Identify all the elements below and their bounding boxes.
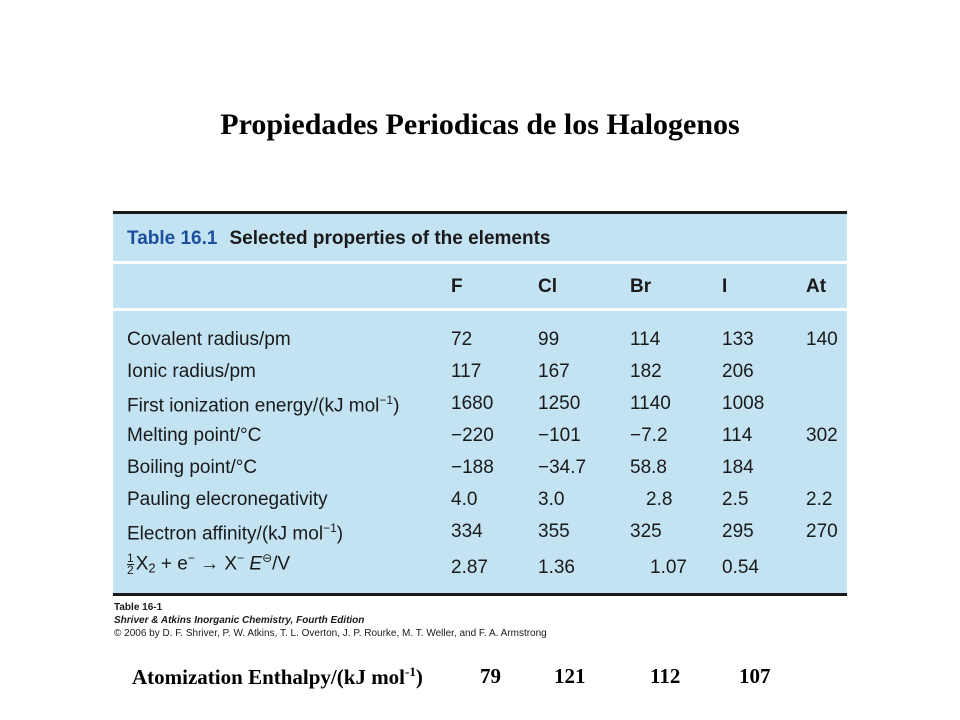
table-cell: 1250 (538, 393, 581, 414)
table-cell: −188 (451, 457, 494, 478)
table-cell: −34.7 (538, 457, 587, 478)
table-cell: 1008 (722, 393, 765, 414)
table-cell: 270 (806, 521, 838, 542)
table-cell: 58.8 (630, 457, 667, 478)
row-label-text-end: ) (393, 395, 400, 417)
table-row: Pauling elecronegativity 4.0 3.0 2.8 2.5… (113, 485, 847, 517)
row-label: Pauling elecronegativity (127, 489, 328, 510)
row-label-text: First ionization energy/(kJ mol (127, 395, 380, 417)
credit-copyright: © 2006 by D. F. Shriver, P. W. Atkins, T… (114, 628, 547, 639)
table-caption-row: Table 16.1 Selected properties of the ele… (113, 214, 847, 264)
properties-table: Table 16.1 Selected properties of the ele… (113, 211, 847, 596)
table-cell: 1.36 (538, 557, 575, 578)
table-cell: 2.5 (722, 489, 749, 510)
table-row: Electron affinity/(kJ mol−1) 334 355 325… (113, 517, 847, 549)
table-cell: 99 (538, 329, 560, 350)
atomization-value-cl: 121 (554, 664, 586, 688)
table-cell: 167 (538, 361, 570, 382)
row-label-sup: −1 (323, 521, 337, 535)
table-cell: 72 (451, 329, 473, 350)
credit-table-number: Table 16-1 (114, 602, 163, 613)
table-cell: −7.2 (630, 425, 668, 446)
table-cell: 184 (722, 457, 754, 478)
table-row: Melting point/°C −220 −101 −7.2 114 302 (113, 421, 847, 453)
header-f: F (451, 276, 463, 297)
atomization-value-f: 79 (480, 664, 501, 688)
atomization-value-br: 112 (650, 664, 681, 688)
table-cell: 2.8 (646, 489, 673, 510)
table-number: Table 16.1 (127, 228, 218, 249)
table-cell: 114 (722, 425, 753, 446)
row-label-text-end: ) (336, 523, 344, 545)
table-cell: 1.07 (650, 557, 687, 578)
table-cell: 1140 (630, 393, 671, 414)
table-cell: 325 (630, 521, 662, 542)
row-label-text: Electron affinity/(kJ mol (127, 523, 324, 545)
table-cell: 133 (722, 329, 754, 350)
atomization-row: Atomization Enthalpy/(kJ mol-1) 79 121 1… (132, 664, 771, 690)
table-cell: 114 (630, 329, 661, 350)
table-cell: 140 (806, 329, 838, 350)
header-at: At (806, 276, 827, 297)
table-row: 1 2 X2 + e− → X− E⊖/V 2.87 1.36 1.07 0.54 (113, 549, 847, 589)
atomization-label: Atomization Enthalpy/(kJ mol-1) (132, 664, 423, 689)
table-cell: 1680 (451, 393, 494, 414)
slide-title: Propiedades Periodicas de los Halogenos (220, 108, 740, 141)
table-caption: Table 16.1 Selected properties of the ele… (127, 228, 550, 250)
table-cell: 302 (806, 425, 838, 446)
table-header-row: F Cl Br I At (113, 264, 847, 311)
table-cell: 355 (538, 521, 570, 542)
atomization-value-i: 107 (739, 664, 771, 688)
credit-book-title: Shriver & Atkins Inorganic Chemistry, Fo… (114, 615, 365, 626)
header-cl: Cl (538, 276, 557, 297)
table-cell: 295 (722, 521, 754, 542)
table-cell: 2.87 (451, 557, 488, 578)
table-cell: 117 (451, 361, 482, 382)
table-cell: 334 (451, 521, 483, 542)
table-row: Covalent radius/pm 72 99 114 133 140 (113, 325, 847, 357)
table-cell: −220 (451, 425, 494, 446)
table-cell: 2.2 (806, 489, 833, 510)
row-label: Electron affinity/(kJ mol−1) (127, 521, 343, 545)
row-label: First ionization energy/(kJ mol−1) (127, 393, 399, 417)
row-label: Ionic radius/pm (127, 361, 256, 382)
table-caption-text: Selected properties of the elements (229, 228, 551, 249)
table-cell: 4.0 (451, 489, 478, 510)
table-cell: −101 (538, 425, 581, 446)
row-label: Covalent radius/pm (127, 329, 291, 350)
table-row: Boiling point/°C −188 −34.7 58.8 184 (113, 453, 847, 485)
table-cell: 0.54 (722, 557, 759, 578)
row-label-sup: −1 (379, 393, 394, 407)
header-i: I (722, 276, 728, 297)
table-row: Ionic radius/pm 117 167 182 206 (113, 357, 847, 389)
header-br: Br (630, 276, 652, 297)
equation-label: 1 2 X2 + e− → X− E⊖/V (127, 550, 291, 577)
table-row: First ionization energy/(kJ mol−1) 1680 … (113, 389, 847, 421)
table-credit: Table 16-1 Shriver & Atkins Inorganic Ch… (114, 601, 547, 640)
row-label: Boiling point/°C (127, 457, 258, 478)
row-label: Melting point/°C (127, 425, 262, 446)
table-cell: 3.0 (538, 489, 565, 510)
table-cell: 182 (630, 361, 662, 382)
table-cell: 206 (722, 361, 754, 382)
